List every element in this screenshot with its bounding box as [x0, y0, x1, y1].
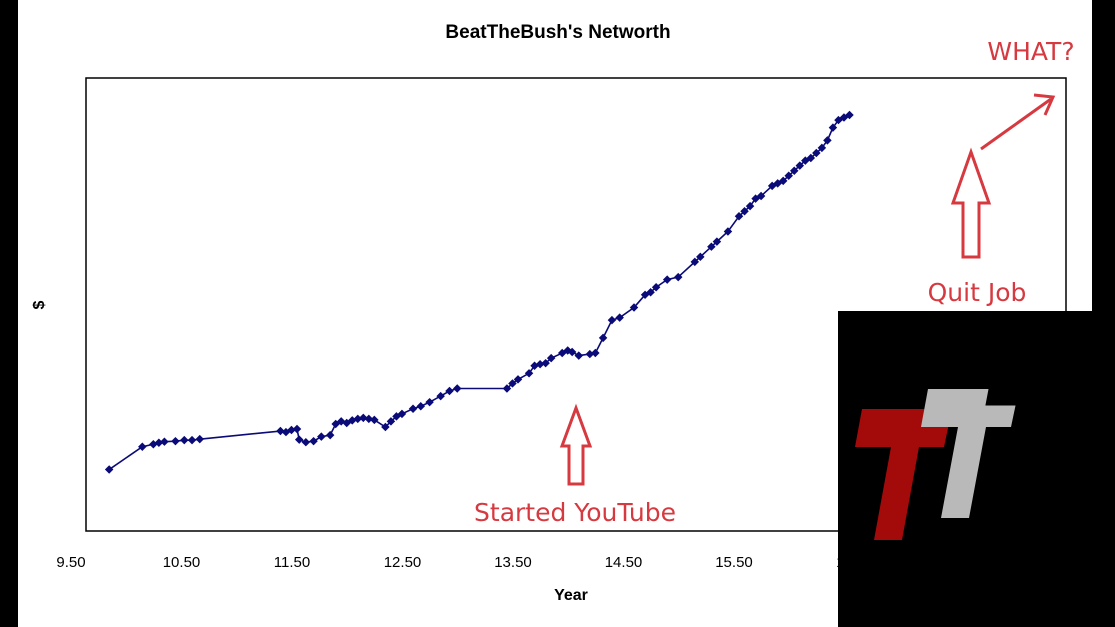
data-point — [508, 379, 517, 388]
data-point — [386, 417, 396, 426]
data-point — [180, 435, 189, 445]
data-point — [535, 359, 545, 369]
plot-area — [85, 77, 1067, 532]
data-point — [673, 272, 683, 282]
data-point — [615, 313, 624, 322]
data-point — [452, 384, 462, 393]
data-point — [294, 435, 304, 444]
data-point — [591, 348, 600, 358]
data-point — [690, 257, 700, 267]
data-point — [585, 349, 595, 359]
x-tick-label: 11.50 — [274, 554, 310, 571]
x-tick-label: 14.50 — [605, 554, 643, 571]
data-point — [646, 288, 655, 297]
x-axis-label: Year — [554, 587, 588, 604]
data-point — [436, 391, 445, 401]
networth-series — [104, 110, 854, 474]
data-point — [445, 386, 454, 396]
data-point — [607, 315, 617, 325]
data-point — [309, 436, 318, 446]
what-annotation: WHAT? — [987, 37, 1074, 66]
x-tick-label: 10.50 — [163, 554, 201, 571]
data-point — [524, 369, 534, 378]
x-tick-label: 9.50 — [56, 554, 85, 571]
data-point — [276, 426, 285, 436]
data-point — [416, 401, 426, 411]
data-point — [662, 275, 672, 284]
x-tick-label: 15.50 — [715, 554, 753, 571]
series-line — [108, 114, 850, 471]
data-point — [187, 435, 197, 445]
data-point — [598, 333, 608, 343]
data-point — [651, 282, 661, 292]
logo-letter-red — [855, 409, 952, 540]
diagonal-arrow-icon — [980, 93, 1056, 151]
data-point — [325, 430, 335, 440]
left-black-bar — [0, 0, 18, 627]
data-point — [301, 437, 311, 447]
data-point — [104, 465, 114, 474]
x-tick-label: 12.50 — [384, 554, 422, 571]
logo-letter-gray — [921, 389, 1019, 518]
data-point — [567, 347, 577, 357]
data-point — [154, 438, 164, 447]
quit-job-annotation: Quit Job — [928, 278, 1027, 307]
data-point — [513, 375, 523, 384]
data-point — [502, 384, 512, 393]
started-youtube-annotation: Started YouTube — [474, 498, 676, 527]
x-tick-label: 13.50 — [494, 554, 532, 571]
data-point — [353, 414, 363, 424]
data-point — [546, 353, 556, 363]
data-point — [160, 437, 169, 446]
chart-title: BeatTheBush's Networth — [445, 22, 670, 43]
ttt-logo — [855, 367, 1097, 540]
y-axis-label: $ — [31, 300, 48, 309]
data-point — [381, 422, 390, 432]
data-point — [541, 358, 550, 368]
data-point — [171, 436, 180, 446]
data-point — [292, 424, 302, 434]
logo-letter-black — [985, 367, 1097, 494]
data-point — [317, 432, 326, 441]
data-point — [397, 409, 407, 419]
data-point — [138, 442, 147, 451]
up-arrow-quit-icon — [950, 147, 992, 259]
data-point — [425, 397, 434, 407]
data-point — [370, 415, 379, 425]
data-point — [574, 351, 584, 360]
data-point — [364, 414, 374, 424]
data-point — [629, 303, 639, 312]
data-point — [359, 413, 368, 423]
up-arrow-youtube-icon — [559, 403, 593, 486]
data-point — [408, 404, 418, 414]
data-point — [287, 425, 296, 435]
data-point — [195, 434, 205, 444]
